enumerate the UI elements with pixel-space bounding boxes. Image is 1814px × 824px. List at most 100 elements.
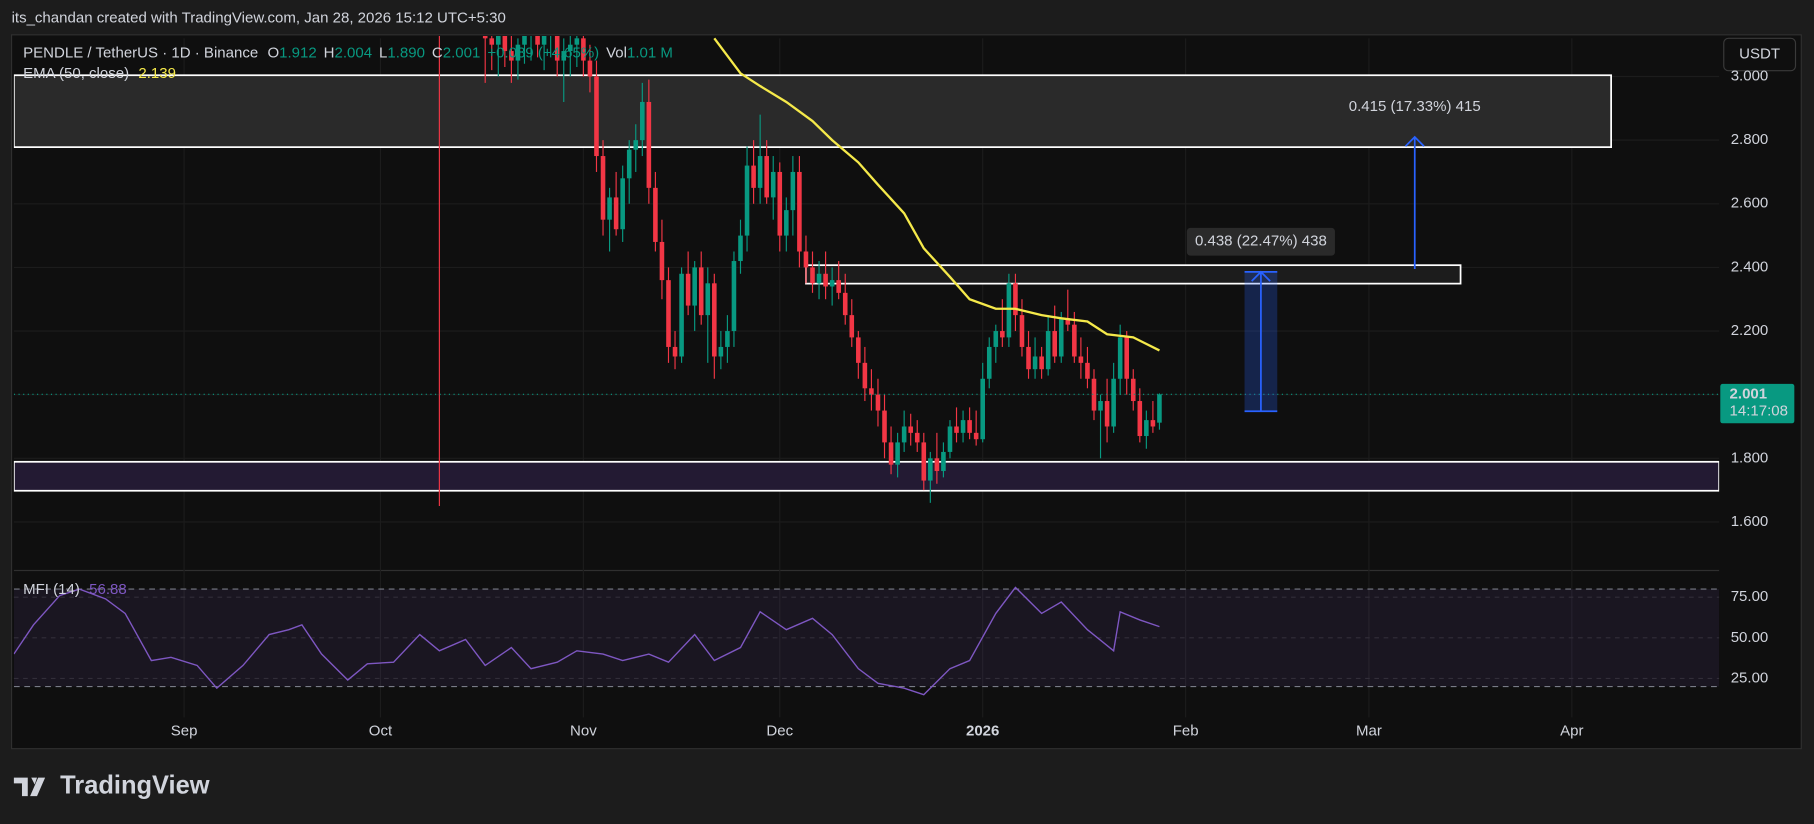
candle (777, 162, 783, 252)
candle (1026, 331, 1031, 379)
candle (803, 235, 809, 284)
candle (869, 369, 874, 411)
candle (626, 140, 632, 204)
candle (705, 267, 711, 363)
x-tick-label: 2026 (966, 722, 999, 739)
measure-arrowhead (1404, 135, 1425, 147)
candle-body (1111, 378, 1116, 427)
candle (784, 197, 789, 252)
candle-body (1085, 362, 1090, 379)
candle (1104, 378, 1110, 443)
y-tick-label: 1.800 (1731, 449, 1769, 466)
candle-body (770, 171, 776, 198)
candle-body (718, 346, 724, 357)
candle-body (954, 426, 959, 433)
candle (712, 273, 717, 379)
logo-icon (13, 777, 46, 797)
candle (993, 324, 999, 363)
candle (1006, 273, 1012, 347)
candle-body (784, 210, 789, 236)
candle (718, 331, 724, 370)
candle (692, 261, 697, 332)
candle (482, 36, 488, 83)
candle-body (1013, 283, 1018, 316)
mfi-value: 56.88 (89, 581, 127, 598)
candle (522, 36, 527, 64)
candle (842, 273, 848, 325)
mfi-legend: MFI (14) 56.88 (23, 581, 127, 598)
candle-body (482, 36, 488, 39)
candle-body (581, 38, 586, 61)
candle (438, 36, 440, 507)
candle-body (934, 458, 940, 472)
y-tick-label: 1.600 (1731, 513, 1769, 530)
candle (1085, 346, 1090, 389)
candle (875, 378, 881, 427)
candle-body (541, 36, 547, 45)
candle-body (705, 283, 711, 316)
candle (600, 140, 606, 236)
candle-body (1032, 356, 1038, 370)
candle-body (1058, 318, 1064, 357)
candle (1150, 401, 1156, 433)
mfi-name: MFI (14) (23, 581, 80, 598)
candle-body (875, 394, 881, 411)
candle-body (941, 451, 946, 472)
y-tick-label: 2.800 (1731, 131, 1769, 148)
candle-body (921, 442, 927, 481)
candle-body (901, 426, 907, 443)
candle-body (888, 442, 894, 465)
candle-body (672, 346, 678, 357)
candle (921, 432, 927, 491)
candle-body (803, 251, 809, 268)
candle-body (967, 420, 972, 433)
currency-button[interactable] (1723, 37, 1797, 72)
candle-body (587, 60, 593, 77)
candle-body (744, 165, 750, 236)
currency-label[interactable]: USDT (1739, 45, 1780, 62)
candle-body (960, 420, 966, 433)
candle-body (947, 426, 953, 452)
measure-label: 0.415 (17.33%) 415 (1349, 98, 1481, 115)
candle (1052, 305, 1057, 363)
measure (1404, 135, 1425, 269)
candle-body (712, 283, 717, 357)
candle-body (1000, 331, 1005, 338)
candle (856, 331, 861, 379)
candle (816, 261, 822, 300)
candle (941, 442, 946, 478)
candle (751, 140, 756, 204)
candle-body (554, 36, 560, 61)
candle-body (1052, 331, 1057, 357)
ema-value: 2.139 (138, 65, 176, 82)
y-tick-label: 75.00 (1731, 588, 1769, 605)
candle (679, 267, 684, 363)
candle (509, 36, 514, 83)
candle-body (568, 44, 573, 52)
candle (1039, 346, 1044, 379)
candle-body (973, 432, 979, 440)
candle (698, 251, 704, 325)
candle-body (679, 273, 684, 357)
candle-body (600, 156, 606, 220)
candle-body (725, 331, 730, 347)
candle-body (496, 36, 501, 45)
candle-body (666, 280, 671, 347)
candle (882, 394, 887, 459)
zone (13, 460, 1720, 492)
candle-body (797, 171, 802, 252)
candle-body (986, 346, 992, 379)
candle-body (685, 273, 691, 306)
candle-body (1144, 420, 1149, 437)
candle (535, 36, 540, 58)
candle (738, 219, 743, 274)
candle (725, 315, 730, 363)
candle-body (777, 171, 783, 236)
candle-body (1124, 337, 1130, 379)
last-price-label: 2.001 (1730, 385, 1768, 402)
candle (764, 140, 769, 204)
ema-name: EMA (50, close) (23, 65, 129, 82)
candle-body (489, 38, 495, 45)
candle (862, 346, 868, 402)
